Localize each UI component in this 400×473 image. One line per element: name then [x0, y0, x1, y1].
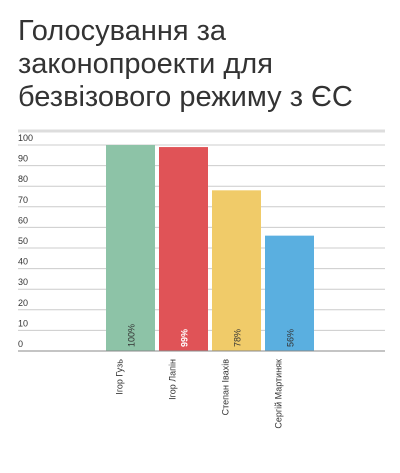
value-label: 78% [233, 329, 243, 347]
value-label: 100% [127, 324, 137, 347]
chart-title: безвізового режиму з ЄС [18, 81, 353, 113]
x-tick-label: Ігор Лапін [168, 359, 178, 400]
y-tick-label: 100 [18, 133, 33, 143]
value-label: 99% [180, 329, 190, 347]
y-tick-label: 40 [18, 257, 28, 267]
x-tick-label: Сергій Мартиняк [274, 359, 284, 429]
y-tick-label: 60 [18, 215, 28, 225]
y-tick-label: 90 [18, 154, 28, 164]
y-tick-label: 10 [18, 318, 28, 328]
y-tick-label: 80 [18, 174, 28, 184]
chart-title: Голосування за [18, 15, 227, 47]
value-label: 56% [286, 329, 296, 347]
y-tick-label: 70 [18, 195, 28, 205]
y-tick-label: 50 [18, 236, 28, 246]
bar [106, 145, 155, 351]
x-tick-label: Ігор Гузь [115, 359, 125, 395]
chart-title: законопроекти для [18, 48, 273, 80]
bar [265, 235, 314, 351]
bar [212, 190, 261, 351]
y-tick-label: 0 [18, 339, 23, 349]
bar [159, 147, 208, 351]
y-tick-label: 30 [18, 277, 28, 287]
x-tick-label: Степан Івахів [221, 359, 231, 416]
y-tick-label: 20 [18, 298, 28, 308]
